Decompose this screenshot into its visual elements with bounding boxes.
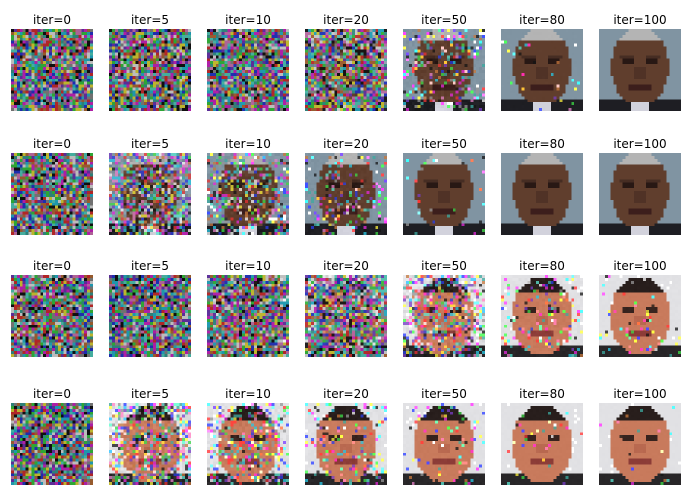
cell-title: iter=10	[225, 387, 271, 401]
reconstruction-image	[305, 275, 387, 357]
cell-title: iter=100	[613, 13, 667, 27]
reconstruction-image	[501, 403, 583, 485]
reconstruction-image	[11, 29, 93, 111]
cell-title: iter=5	[130, 387, 170, 401]
cell-title: iter=50	[421, 137, 467, 151]
reconstruction-image	[305, 153, 387, 235]
reconstruction-image	[599, 29, 681, 111]
cell-title: iter=20	[323, 137, 369, 151]
reconstruction-image	[501, 29, 583, 111]
reconstruction-image	[501, 153, 583, 235]
cell-title: iter=10	[225, 259, 271, 273]
cell-title: iter=50	[421, 259, 467, 273]
cell-title: iter=0	[32, 137, 72, 151]
reconstruction-image	[403, 275, 485, 357]
reconstruction-image	[207, 153, 289, 235]
reconstruction-image	[599, 275, 681, 357]
reconstruction-image	[403, 29, 485, 111]
reconstruction-image	[403, 153, 485, 235]
reconstruction-image	[207, 29, 289, 111]
reconstruction-image	[109, 153, 191, 235]
reconstruction-image	[109, 275, 191, 357]
cell-title: iter=80	[519, 387, 565, 401]
reconstruction-image	[501, 275, 583, 357]
reconstruction-image	[207, 275, 289, 357]
reconstruction-image	[109, 29, 191, 111]
cell-title: iter=50	[421, 13, 467, 27]
cell-title: iter=10	[225, 137, 271, 151]
cell-title: iter=5	[130, 137, 170, 151]
cell-title: iter=80	[519, 13, 565, 27]
reconstruction-image	[207, 403, 289, 485]
reconstruction-image	[305, 29, 387, 111]
cell-title: iter=5	[130, 13, 170, 27]
cell-title: iter=100	[613, 259, 667, 273]
cell-title: iter=80	[519, 259, 565, 273]
cell-title: iter=20	[323, 387, 369, 401]
reconstruction-image	[109, 403, 191, 485]
reconstruction-image	[11, 403, 93, 485]
cell-title: iter=0	[32, 387, 72, 401]
cell-title: iter=10	[225, 13, 271, 27]
reconstruction-image	[599, 153, 681, 235]
reconstruction-image	[599, 403, 681, 485]
reconstruction-image	[11, 153, 93, 235]
cell-title: iter=20	[323, 259, 369, 273]
cell-title: iter=50	[421, 387, 467, 401]
cell-title: iter=80	[519, 137, 565, 151]
cell-title: iter=0	[32, 259, 72, 273]
reconstruction-image	[305, 403, 387, 485]
cell-title: iter=0	[32, 13, 72, 27]
cell-title: iter=20	[323, 13, 369, 27]
cell-title: iter=100	[613, 387, 667, 401]
cell-title: iter=100	[613, 137, 667, 151]
reconstruction-image	[11, 275, 93, 357]
cell-title: iter=5	[130, 259, 170, 273]
reconstruction-image	[403, 403, 485, 485]
